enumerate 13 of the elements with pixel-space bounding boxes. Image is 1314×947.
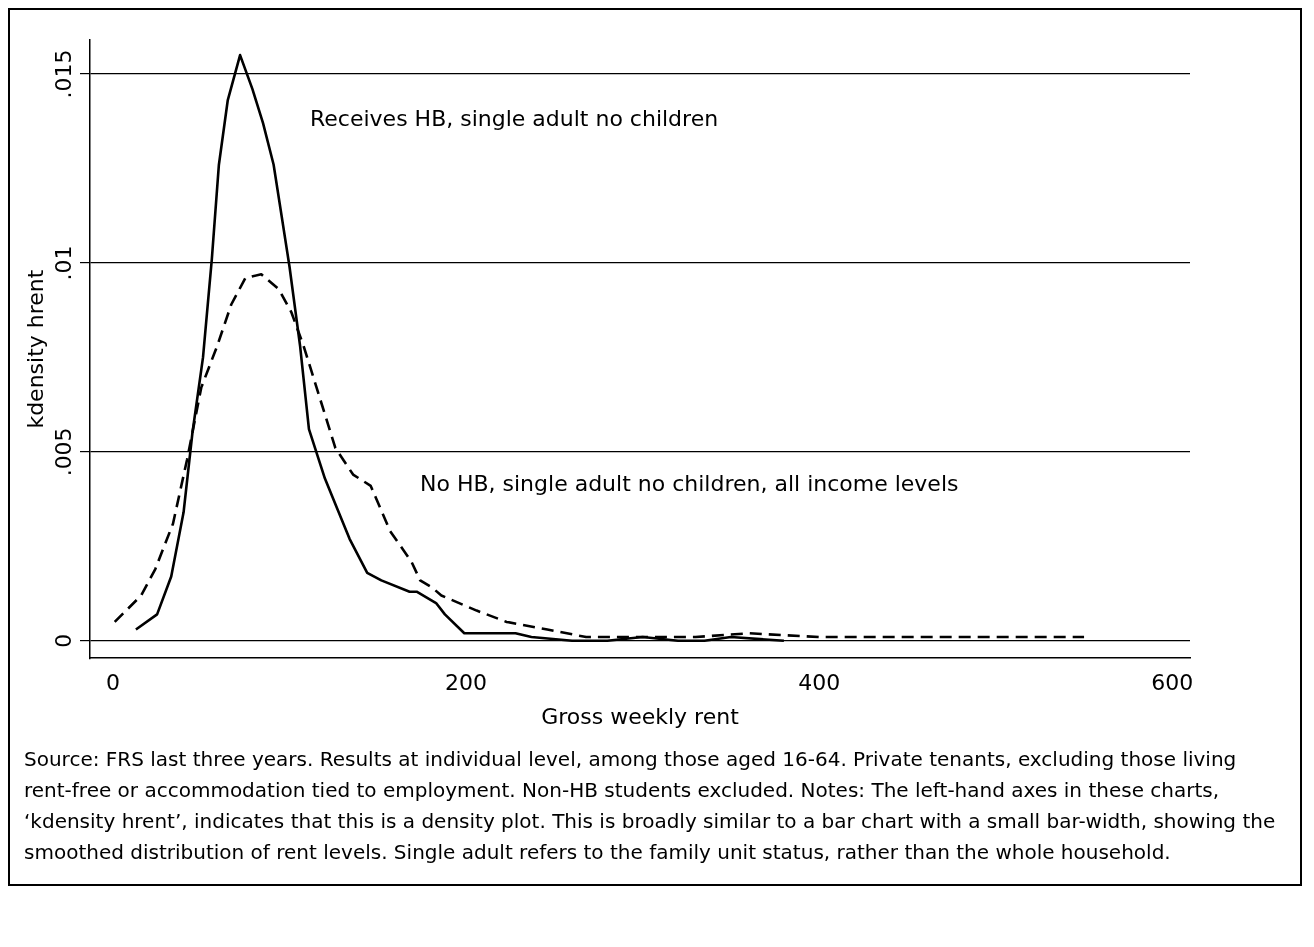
x-axis-title: Gross weekly rent (541, 703, 740, 729)
series-label: No HB, single adult no children, all income levels (420, 470, 959, 496)
x-tick-label: 400 (798, 670, 841, 696)
y-tick-label: .01 (50, 245, 76, 281)
x-tick-label: 600 (1151, 670, 1194, 696)
y-tick-label: .005 (50, 427, 76, 477)
y-tick-label: .015 (50, 49, 76, 99)
x-tick-label: 0 (105, 670, 120, 696)
x-tick-label: 200 (445, 670, 488, 696)
source-note: Source: FRS last three years. Results at individual level, among those aged 16-64. Private tenants, excluding those living rent-free or accommodation tied to employment. Non-HB students excluded. Notes: The left-hand axes in these charts, ‘kdensity hrent’, indicates that this is a density plot. This is broadly similar to a bar chart with a small bar-width, showing the smoothed distribution of rent levels. Single adult refers to the family unit status, rather than the whole household. (24, 746, 1277, 866)
series-label: Receives HB, single adult no children (310, 106, 719, 132)
y-tick-label: 0 (50, 633, 76, 648)
y-axis-title: kdensity hrent (22, 269, 48, 429)
